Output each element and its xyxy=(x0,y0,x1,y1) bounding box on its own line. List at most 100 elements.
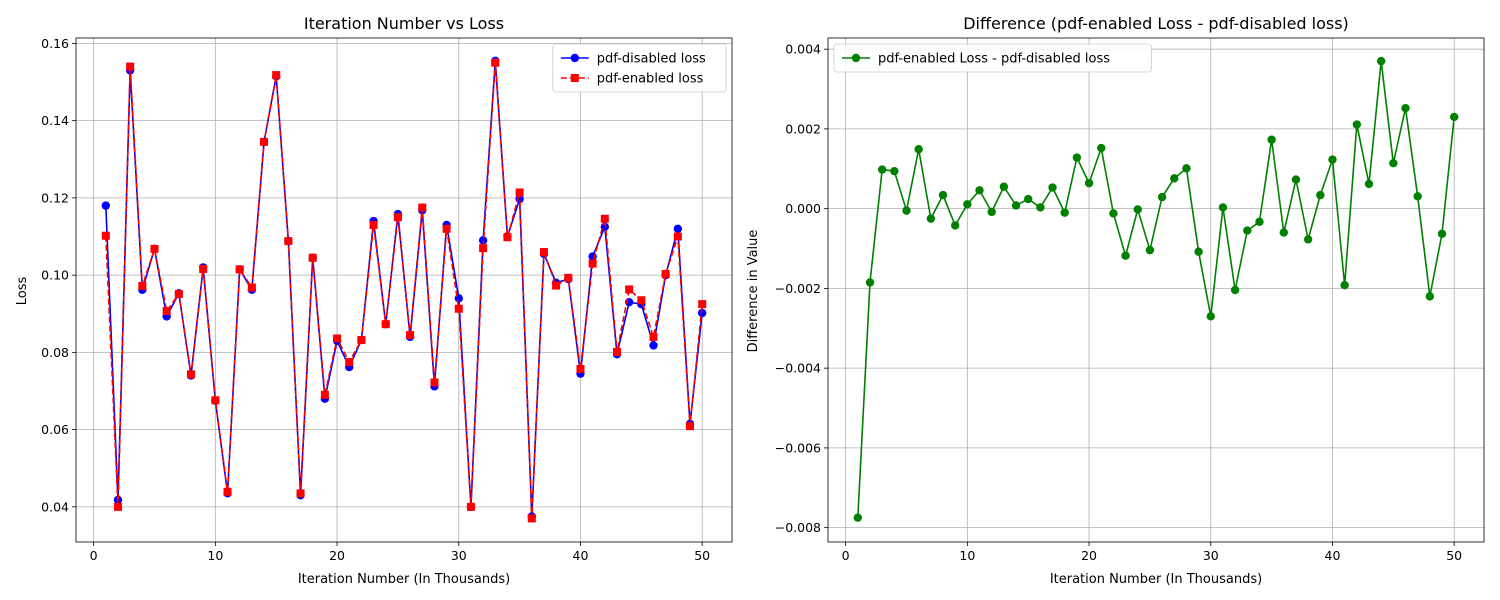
data-point xyxy=(1352,120,1362,129)
legend: pdf-disabled loss pdf-enabled loss xyxy=(552,43,727,93)
legend-marker xyxy=(570,53,579,63)
x-tick-label: 20 xyxy=(329,548,345,563)
data-point xyxy=(393,213,402,222)
data-point xyxy=(284,237,293,246)
data-point xyxy=(673,224,683,233)
data-point xyxy=(865,278,875,287)
data-point xyxy=(1291,175,1301,184)
y-tick-label: −0.008 xyxy=(775,520,821,535)
data-point xyxy=(612,347,621,356)
y-tick-label: 0.10 xyxy=(41,268,69,283)
data-point xyxy=(162,307,171,316)
data-point xyxy=(1401,103,1410,113)
data-point xyxy=(914,145,923,154)
y-tick-label: 0.16 xyxy=(41,36,69,51)
data-point xyxy=(673,232,682,241)
data-point xyxy=(1024,194,1033,204)
y-tick-label: 0.12 xyxy=(41,190,69,205)
axes-frame xyxy=(75,37,733,543)
chart-1-title: Iteration Number vs Loss xyxy=(304,14,504,33)
legend: pdf-enabled Loss - pdf-disabled loss xyxy=(833,43,1153,73)
data-point xyxy=(926,214,936,223)
data-point xyxy=(247,283,256,292)
data-point xyxy=(478,236,488,245)
legend-label: pdf-disabled loss xyxy=(597,52,706,67)
data-point xyxy=(697,308,707,318)
data-point xyxy=(987,207,996,217)
chart-2-title: Difference (pdf-enabled Loss - pdf-disab… xyxy=(963,14,1349,33)
data-point xyxy=(938,190,948,200)
data-point xyxy=(1072,153,1082,162)
data-point xyxy=(1048,183,1057,192)
data-point xyxy=(333,334,342,343)
data-point xyxy=(1133,205,1142,214)
data-point xyxy=(138,281,147,290)
data-point xyxy=(1328,155,1337,164)
data-point xyxy=(1218,203,1228,212)
series-line-2 xyxy=(105,61,703,520)
data-point xyxy=(1389,159,1398,168)
chart-2-plot: 0 10 20 30 40 50 −0.008 −0.006 −0.004 −0.002 0.000… xyxy=(775,37,1485,563)
data-point xyxy=(564,273,573,282)
data-point xyxy=(454,304,463,313)
data-point xyxy=(600,214,609,223)
y-tick-label: 0.06 xyxy=(41,422,69,437)
data-point xyxy=(1255,217,1264,227)
data-point xyxy=(308,253,317,262)
chart-2-ylabel: Difference in Value xyxy=(746,230,761,353)
data-point xyxy=(381,320,390,329)
data-point xyxy=(527,514,536,523)
data-point xyxy=(101,231,110,240)
data-point xyxy=(649,332,658,341)
data-point xyxy=(552,281,561,290)
data-point xyxy=(950,221,960,230)
chart-2-xlabel: Iteration Number (In Thousands) xyxy=(1050,572,1262,587)
data-point xyxy=(1194,247,1203,256)
data-point xyxy=(1243,226,1252,235)
data-point xyxy=(1413,192,1422,201)
data-point xyxy=(113,502,122,511)
y-tick-label: 0.08 xyxy=(41,345,69,360)
data-point xyxy=(1437,229,1447,238)
data-point xyxy=(126,62,135,71)
chart-1-ylabel: Loss xyxy=(15,277,30,306)
data-point xyxy=(491,58,500,67)
y-tick-label: 0.14 xyxy=(41,113,69,128)
data-point xyxy=(1182,164,1191,173)
data-point xyxy=(625,285,634,294)
data-point xyxy=(235,265,244,274)
data-point xyxy=(1109,209,1118,218)
legend-label: pdf-enabled Loss - pdf-disabled loss xyxy=(878,52,1110,67)
data-point xyxy=(369,220,378,229)
data-point xyxy=(877,165,887,174)
data-point xyxy=(101,201,111,210)
data-point xyxy=(515,188,524,197)
data-point xyxy=(150,244,159,253)
x-tick-label: 40 xyxy=(573,548,589,563)
legend-box xyxy=(833,43,1153,73)
data-point xyxy=(223,487,232,496)
data-point xyxy=(260,137,269,146)
data-point xyxy=(1230,285,1240,295)
data-point xyxy=(1145,245,1155,255)
data-point xyxy=(1376,56,1386,66)
axes-frame xyxy=(827,37,1485,543)
y-tick-label: −0.002 xyxy=(775,281,821,296)
data-point xyxy=(539,247,548,256)
data-point xyxy=(466,502,475,511)
data-point xyxy=(649,341,658,350)
x-tick-label: 0 xyxy=(90,548,98,563)
data-point xyxy=(1449,112,1459,122)
data-point xyxy=(479,244,488,253)
data-point xyxy=(1340,281,1349,290)
series-line-1 xyxy=(105,59,703,518)
data-point xyxy=(1084,178,1094,188)
data-point xyxy=(1060,208,1069,217)
data-point xyxy=(1157,192,1167,202)
data-point xyxy=(963,200,972,209)
chart-1-xlabel: Iteration Number (In Thousands) xyxy=(298,572,510,587)
data-point xyxy=(1279,228,1288,237)
data-point xyxy=(418,203,427,212)
data-point xyxy=(1036,203,1045,212)
